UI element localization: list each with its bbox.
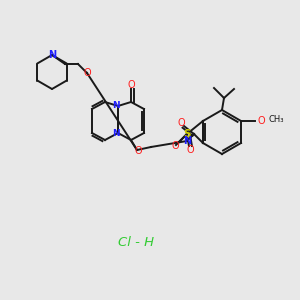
Text: O: O bbox=[134, 146, 142, 156]
Text: O: O bbox=[171, 141, 179, 151]
Text: Cl - H: Cl - H bbox=[118, 236, 154, 248]
Text: CH₃: CH₃ bbox=[268, 115, 283, 124]
Text: O: O bbox=[257, 116, 265, 126]
Text: O: O bbox=[177, 118, 185, 128]
Text: O: O bbox=[186, 145, 194, 155]
Text: N: N bbox=[183, 136, 191, 146]
Text: S: S bbox=[183, 129, 191, 139]
Text: O: O bbox=[127, 80, 135, 90]
Text: N: N bbox=[112, 100, 120, 109]
Text: N: N bbox=[112, 128, 120, 137]
Text: N: N bbox=[48, 50, 56, 60]
Text: O: O bbox=[83, 68, 91, 78]
